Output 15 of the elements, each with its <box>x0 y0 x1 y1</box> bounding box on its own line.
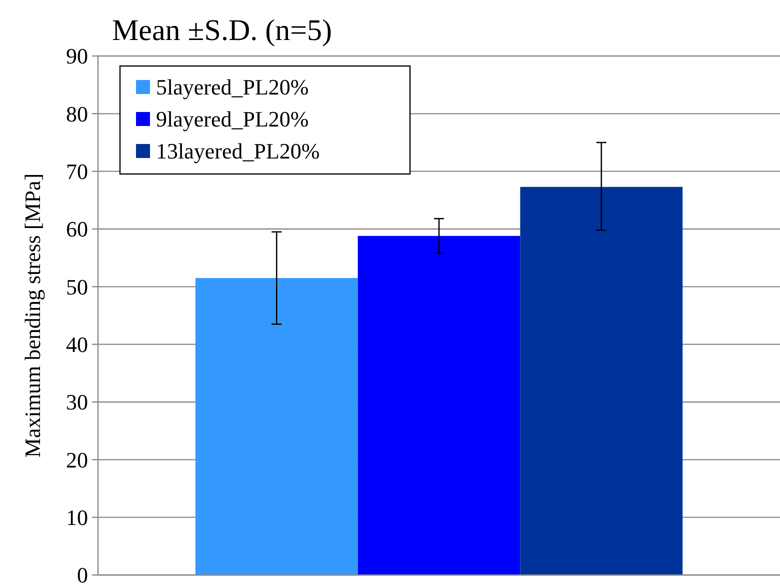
y-tick-label: 0 <box>77 562 88 588</box>
y-axis-title: Maximum bending stress [MPa] <box>20 173 45 458</box>
y-tick-label: 50 <box>66 274 88 300</box>
y-tick-label: 40 <box>66 332 88 358</box>
legend-label: 9layered_PL20% <box>156 106 309 132</box>
y-tick-label: 60 <box>66 216 88 242</box>
y-tick-label: 10 <box>66 505 88 530</box>
y-tick-label: 20 <box>66 447 88 472</box>
y-tick-label: 90 <box>66 44 88 69</box>
y-tick-label: 30 <box>66 390 88 415</box>
chart-title: Mean ±S.D. (n=5) <box>112 14 332 47</box>
legend-label: 13layered_PL20% <box>156 138 320 164</box>
legend-label: 5layered_PL20% <box>156 74 309 100</box>
y-tick-label: 70 <box>66 159 88 184</box>
y-tick-label: 80 <box>66 101 88 126</box>
